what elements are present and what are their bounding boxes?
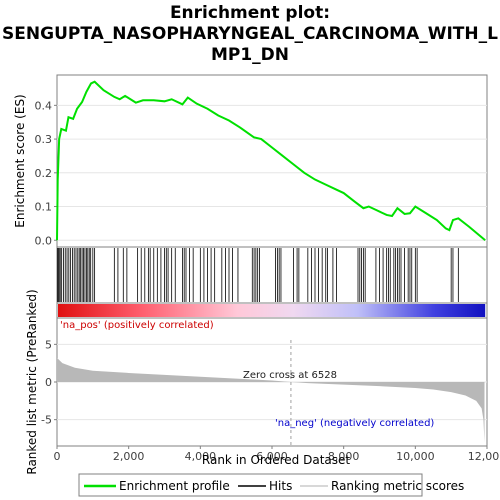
title-line-1: Enrichment plot:: [169, 3, 331, 23]
rank-tick-label: 0: [45, 376, 52, 389]
hit-marks: [57, 248, 459, 302]
x-tick-label: 4,000: [185, 450, 217, 463]
es-y-ticks: 0.0 0.1 0.2 0.3 0.4: [35, 99, 57, 247]
rank-color-bar: [58, 304, 486, 317]
zero-cross-label: Zero cross at 6528: [243, 370, 337, 381]
x-axis-label: Rank in Ordered Dataset: [202, 453, 350, 467]
rank-tick-label: -5: [41, 414, 52, 427]
es-gridlines: [57, 104, 487, 241]
legend-profile-label: Enrichment profile: [119, 479, 230, 493]
es-tick-label: 0.4: [35, 99, 53, 112]
legend-hits-label: Hits: [269, 479, 292, 493]
x-tick-label: 2,000: [113, 450, 145, 463]
rank-y-ticks: 5 0 -5: [41, 338, 57, 427]
x-tick-label: 12,000: [468, 450, 500, 463]
hits-panel-frame: [56, 246, 488, 304]
x-tick-label: 10,000: [396, 450, 435, 463]
es-tick-label: 0.0: [35, 234, 53, 247]
ranking-metric-area: [57, 357, 485, 443]
rank-tick-label: 5: [45, 338, 52, 351]
title-line-2: SENGUPTA_NASOPHARYNGEAL_CARCINOMA_WITH_L: [2, 24, 498, 44]
es-tick-label: 0.1: [35, 201, 53, 214]
x-ticks: 0 2,000 4,000 6,000 8,000 10,000 12,000: [54, 446, 500, 463]
x-tick-label: 6,000: [256, 450, 288, 463]
es-tick-label: 0.2: [35, 167, 53, 180]
enrichment-profile-line: [56, 80, 486, 242]
es-tick-label: 0.3: [35, 133, 53, 146]
rank-y-axis-label: Ranked list metric (PreRanked): [25, 289, 39, 474]
x-tick-label: 8,000: [328, 450, 360, 463]
positive-correlation-label: 'na_pos' (positively correlated): [60, 320, 214, 331]
negative-correlation-label: 'na_neg' (negatively correlated): [275, 418, 434, 429]
legend-metric-label: Ranking metric scores: [331, 479, 464, 493]
x-tick-label: 0: [54, 450, 61, 463]
chart-title: Enrichment plot: SENGUPTA_NASOPHARYNGEAL…: [0, 3, 500, 66]
es-panel-frame: [56, 74, 488, 248]
es-y-axis-label: Enrichment score (ES): [13, 94, 27, 227]
title-line-3: MP1_DN: [210, 45, 290, 65]
